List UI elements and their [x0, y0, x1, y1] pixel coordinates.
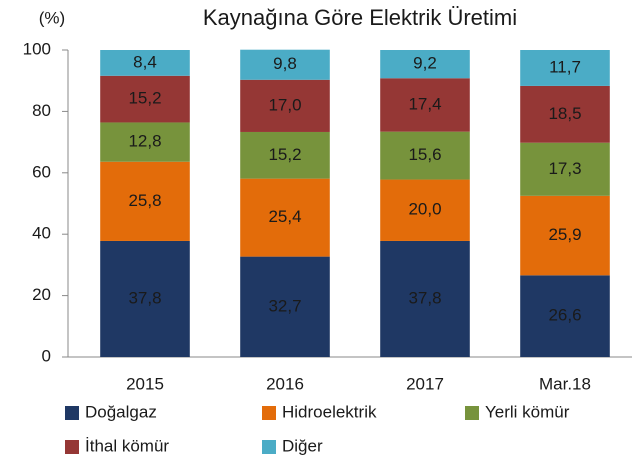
y-tick-label: 100: [23, 39, 51, 58]
x-tick-label: 2017: [406, 374, 444, 393]
data-label: 15,2: [128, 89, 161, 108]
data-label: 37,8: [408, 288, 441, 307]
legend-label: Doğalgaz: [85, 402, 157, 421]
x-tick-label: 2015: [126, 374, 164, 393]
data-label: 20,0: [408, 200, 441, 219]
data-label: 9,2: [413, 54, 437, 73]
bar-segment: [380, 78, 470, 132]
legend-swatch: [65, 440, 79, 454]
bar-segment: [240, 49, 330, 80]
data-label: 37,8: [128, 288, 161, 307]
bar-segment: [100, 161, 190, 241]
bar-segment: [380, 50, 470, 79]
bar-segment: [240, 178, 330, 257]
y-tick-label: 40: [32, 224, 51, 243]
legend-swatch: [262, 440, 276, 454]
x-tick-label: 2016: [266, 374, 304, 393]
data-label: 17,3: [548, 159, 581, 178]
legend-label: İthal kömür: [85, 436, 169, 455]
legend-swatch: [65, 406, 79, 420]
bar-segment: [100, 50, 190, 76]
bar-segment: [100, 240, 190, 357]
data-label: 18,5: [548, 104, 581, 123]
data-label: 32,7: [268, 296, 301, 315]
chart-title: Kaynağına Göre Elektrik Üretimi: [203, 5, 517, 30]
data-label: 17,4: [408, 94, 441, 113]
bar-segment: [380, 240, 470, 357]
data-label: 8,4: [133, 52, 157, 71]
y-tick-label: 80: [32, 101, 51, 120]
bar-segment: [520, 275, 610, 357]
data-label: 25,4: [268, 207, 301, 226]
y-tick-label: 20: [32, 285, 51, 304]
y-axis-label: (%): [39, 8, 65, 27]
bar-segment: [240, 256, 330, 357]
data-label: 25,9: [548, 225, 581, 244]
data-label: 17,0: [268, 95, 301, 114]
y-tick-label: 60: [32, 162, 51, 181]
bar-segment: [520, 142, 610, 196]
legend-swatch: [465, 406, 479, 420]
data-label: 25,8: [128, 191, 161, 210]
bar-segment: [240, 79, 330, 132]
bar-segment: [520, 195, 610, 276]
data-label: 26,6: [548, 306, 581, 325]
x-tick-label: Mar.18: [539, 374, 591, 393]
bar-segment: [380, 131, 470, 180]
legend-swatch: [262, 406, 276, 420]
legend-label: Yerli kömür: [485, 402, 570, 421]
legend-label: Diğer: [282, 436, 323, 455]
bar-segment: [520, 50, 610, 86]
legend-label: Hidroelektrik: [282, 402, 377, 421]
data-label: 15,2: [268, 145, 301, 164]
y-tick-label: 0: [42, 346, 51, 365]
bar-segment: [100, 75, 190, 123]
bar-segment: [240, 131, 330, 179]
bar-segment: [100, 122, 190, 162]
data-label: 12,8: [128, 132, 161, 151]
bar-segment: [380, 179, 470, 241]
data-label: 11,7: [549, 57, 581, 76]
data-label: 9,8: [273, 54, 297, 73]
data-label: 15,6: [408, 145, 441, 164]
bar-segment: [520, 85, 610, 143]
